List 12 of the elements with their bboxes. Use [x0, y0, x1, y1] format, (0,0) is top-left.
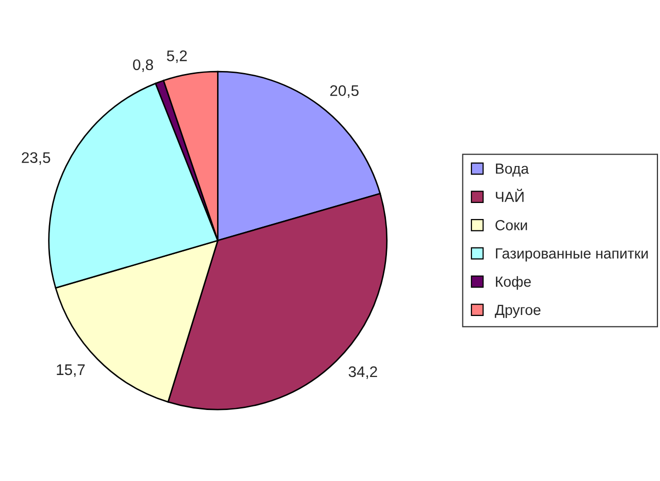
legend-label: Кофе	[496, 276, 531, 290]
legend-label: Другое	[494, 304, 540, 318]
data-label: 34,2	[348, 366, 378, 379]
legend-label: Вода	[496, 164, 529, 177]
data-label: 23,5	[22, 152, 50, 165]
legend-label: Газированные напитки	[496, 248, 648, 262]
data-label: 20,5	[330, 85, 359, 98]
data-label: 15,7	[56, 364, 85, 377]
legend-label: ЧАЙ	[496, 188, 524, 202]
data-label: 5,2	[166, 50, 187, 64]
data-label: 0,8	[133, 59, 154, 72]
legend-label: Соки	[496, 220, 527, 230]
